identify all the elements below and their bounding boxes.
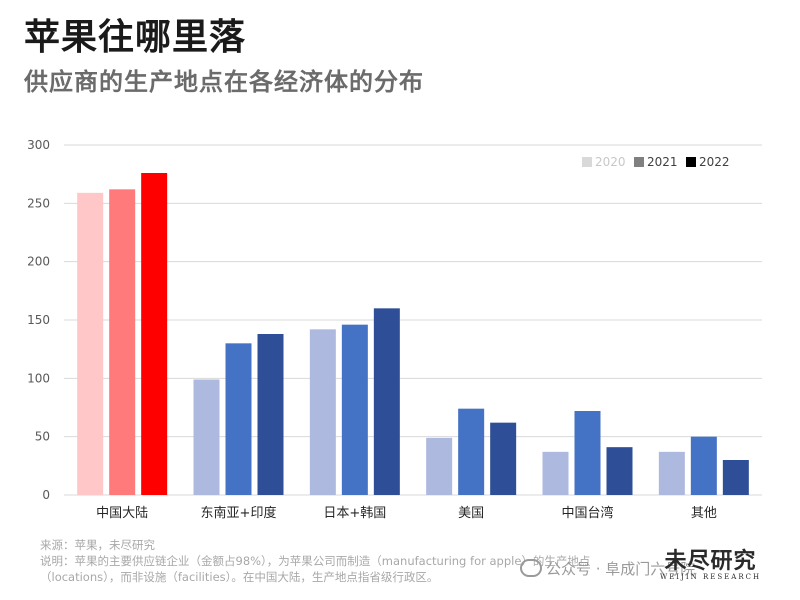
legend-label: 2020 bbox=[595, 155, 626, 169]
x-tick-label: 中国台湾 bbox=[561, 505, 613, 521]
bar bbox=[490, 422, 517, 495]
bar bbox=[257, 334, 284, 495]
bar bbox=[193, 379, 220, 495]
y-tick-label: 150 bbox=[27, 313, 50, 327]
bar bbox=[309, 329, 336, 495]
bar bbox=[341, 324, 368, 495]
chart-title: 苹果往哪里落 bbox=[24, 17, 247, 58]
brand-logo: 未尽研究 WEIJIN RESEARCH bbox=[660, 543, 761, 581]
bar bbox=[141, 173, 168, 495]
legend-swatch bbox=[582, 157, 592, 167]
y-tick-label: 0 bbox=[42, 488, 50, 502]
bar bbox=[109, 189, 136, 496]
bar bbox=[722, 460, 749, 495]
footnotes: 来源：苹果，未尽研究 说明：苹果的主要供应链企业（金额占98%），为苹果公司而制… bbox=[40, 537, 680, 585]
bar bbox=[373, 308, 400, 495]
y-tick-label: 300 bbox=[27, 138, 50, 152]
y-tick-label: 250 bbox=[27, 196, 50, 210]
wechat-watermark: 公众号 · 阜成门六号院 bbox=[520, 558, 695, 579]
y-tick-label: 200 bbox=[27, 255, 50, 269]
logo-en: WEIJIN RESEARCH bbox=[660, 573, 762, 581]
bar bbox=[426, 437, 453, 495]
y-tick-label: 100 bbox=[27, 371, 50, 385]
y-tick-label: 50 bbox=[35, 430, 50, 444]
bar bbox=[542, 451, 569, 495]
x-tick-label: 日本+韩国 bbox=[323, 506, 386, 521]
bar bbox=[458, 408, 485, 495]
legend-label: 2022 bbox=[699, 155, 730, 169]
bar bbox=[225, 343, 252, 495]
wechat-label: 公众号 · 阜成门六号院 bbox=[546, 560, 696, 578]
note-line-1: 说明：苹果的主要供应链企业（金额占98%），为苹果公司而制造（manufactu… bbox=[40, 554, 591, 568]
bar bbox=[658, 451, 685, 495]
legend-swatch bbox=[686, 157, 696, 167]
bar bbox=[574, 411, 601, 495]
x-tick-label: 其他 bbox=[691, 506, 717, 521]
chart-subtitle: 供应商的生产地点在各经济体的分布 bbox=[24, 68, 424, 96]
wechat-icon bbox=[520, 559, 542, 577]
x-tick-label: 美国 bbox=[458, 506, 484, 521]
x-tick-label: 中国大陆 bbox=[96, 505, 148, 521]
bar bbox=[77, 192, 104, 496]
bar bbox=[690, 436, 717, 495]
x-tick-label: 东南亚+印度 bbox=[201, 505, 277, 521]
note-line-2: （locations），而非设施（facilities）。在中国大陆，生产地点指… bbox=[40, 570, 439, 584]
source-note: 来源：苹果，未尽研究 bbox=[40, 538, 155, 552]
bar bbox=[606, 447, 633, 495]
legend-swatch bbox=[634, 157, 644, 167]
logo-cn: 未尽研究 bbox=[664, 548, 757, 574]
legend-label: 2021 bbox=[647, 155, 678, 169]
